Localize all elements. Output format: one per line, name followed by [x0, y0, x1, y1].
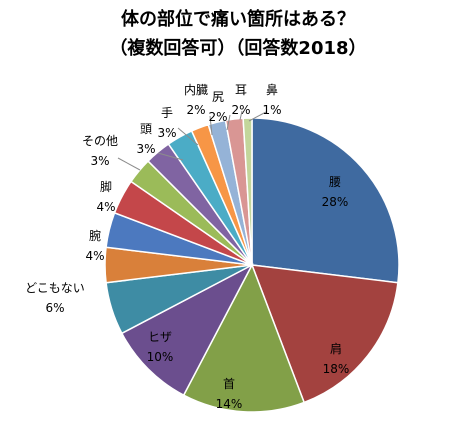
leader-line [177, 127, 199, 146]
pie-slices [104, 117, 400, 413]
slice-value-label: 4% [85, 249, 104, 263]
slice-category-label: 腰 [329, 175, 341, 189]
slice-value-label: 1% [262, 103, 281, 117]
slice-value-label: 2% [186, 103, 205, 117]
leader-line [157, 152, 184, 161]
slice-category-label: 鼻 [266, 82, 278, 97]
slice-value-label: 3% [157, 126, 176, 140]
slice-category-label: 頭 [140, 122, 152, 136]
slice-value-label: 2% [231, 103, 250, 117]
leader-lines [117, 110, 267, 171]
pie-slice [250, 264, 399, 404]
chart-title-line-1: 体の部位で痛い箇所はある？ [121, 9, 355, 30]
slice-category-label: どこもない [25, 281, 85, 295]
slice-category-label: 耳 [235, 83, 247, 97]
pie-slice [242, 117, 253, 266]
pie-slice [182, 263, 306, 413]
slice-category-label: 手 [161, 106, 173, 120]
slice-value-label: 28% [322, 195, 349, 209]
slice-value-label: 14% [216, 397, 243, 411]
slice-value-label: 4% [96, 200, 115, 214]
slice-value-label: 3% [136, 142, 155, 156]
slice-category-label: その他 [82, 134, 118, 148]
slice-category-label: 首 [223, 377, 235, 391]
slice-value-label: 18% [323, 362, 350, 376]
slice-category-label: 腕 [89, 228, 101, 243]
chart-title-line-2: （複数回答可）（回答数2018） [109, 38, 367, 59]
slice-value-label: 6% [45, 301, 64, 315]
pie-slice [251, 117, 400, 284]
slice-category-label: ヒザ [148, 330, 172, 344]
slice-value-label: 10% [147, 350, 174, 364]
leader-line [209, 115, 213, 136]
slice-value-label: 2% [208, 110, 227, 124]
slice-category-label: 内臓 [184, 83, 208, 97]
slice-value-label: 3% [90, 154, 109, 168]
pie-slice [120, 263, 254, 397]
slice-labels: 腰 28% 肩 18% 首 14% ヒザ 10% どこもない 6% 腕 4% 脚 4% その他 3% 頭 3% 手 3… [25, 82, 349, 411]
leader-line [248, 111, 267, 122]
slice-category-label: 脚 [100, 179, 112, 194]
slice-category-label: 尻 [212, 90, 224, 104]
slice-category-label: 肩 [330, 341, 342, 356]
leader-line [117, 157, 141, 171]
leader-line [226, 114, 231, 131]
leader-line [239, 110, 243, 121]
